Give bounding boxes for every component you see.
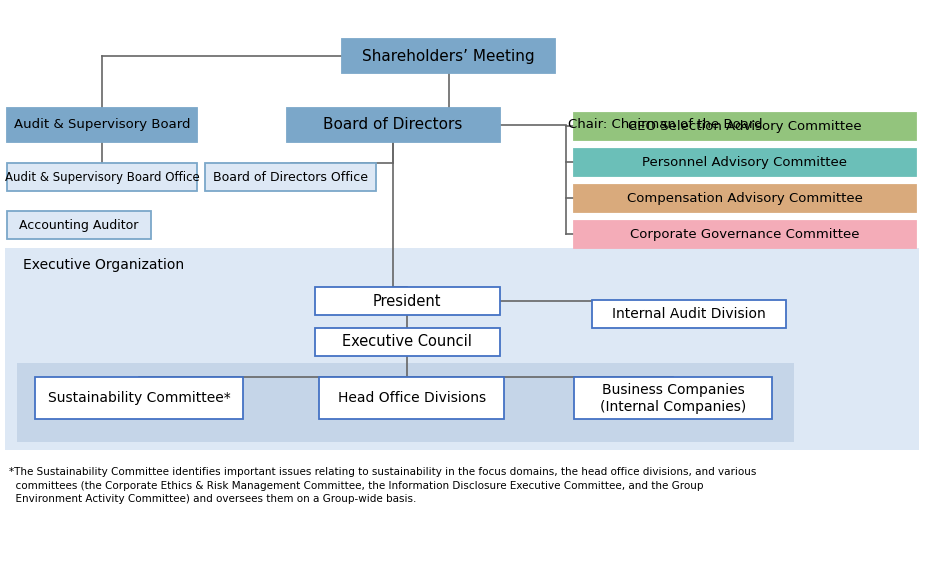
FancyBboxPatch shape bbox=[319, 377, 504, 419]
FancyBboxPatch shape bbox=[314, 287, 500, 315]
Text: Board of Directors: Board of Directors bbox=[324, 118, 462, 132]
FancyBboxPatch shape bbox=[5, 248, 919, 450]
FancyBboxPatch shape bbox=[574, 221, 916, 248]
Text: Sustainability Committee*: Sustainability Committee* bbox=[48, 391, 230, 405]
Text: Board of Directors Office: Board of Directors Office bbox=[214, 171, 368, 184]
Text: Compensation Advisory Committee: Compensation Advisory Committee bbox=[626, 191, 862, 205]
FancyBboxPatch shape bbox=[17, 363, 794, 442]
Text: Personnel Advisory Committee: Personnel Advisory Committee bbox=[642, 155, 847, 169]
Text: Audit & Supervisory Board: Audit & Supervisory Board bbox=[14, 118, 191, 132]
FancyBboxPatch shape bbox=[7, 163, 197, 191]
Text: Audit & Supervisory Board Office: Audit & Supervisory Board Office bbox=[5, 171, 200, 184]
Text: President: President bbox=[373, 294, 441, 309]
Text: Internal Audit Division: Internal Audit Division bbox=[612, 307, 766, 320]
Text: Corporate Governance Committee: Corporate Governance Committee bbox=[630, 227, 859, 241]
Text: Shareholders’ Meeting: Shareholders’ Meeting bbox=[363, 49, 535, 64]
FancyBboxPatch shape bbox=[574, 149, 916, 176]
FancyBboxPatch shape bbox=[574, 377, 772, 419]
FancyBboxPatch shape bbox=[574, 113, 916, 140]
FancyBboxPatch shape bbox=[592, 300, 786, 328]
FancyBboxPatch shape bbox=[205, 163, 376, 191]
FancyBboxPatch shape bbox=[342, 39, 555, 73]
Text: Business Companies
(Internal Companies): Business Companies (Internal Companies) bbox=[599, 383, 746, 414]
Text: *The Sustainability Committee identifies important issues relating to sustainabi: *The Sustainability Committee identifies… bbox=[9, 467, 757, 504]
FancyBboxPatch shape bbox=[35, 377, 243, 419]
Text: CEO Selection Advisory Committee: CEO Selection Advisory Committee bbox=[628, 119, 861, 133]
FancyBboxPatch shape bbox=[314, 328, 500, 356]
Text: Chair: Chairman of the Board: Chair: Chairman of the Board bbox=[568, 118, 762, 132]
FancyBboxPatch shape bbox=[574, 185, 916, 212]
Text: Accounting Auditor: Accounting Auditor bbox=[19, 218, 139, 232]
FancyBboxPatch shape bbox=[7, 108, 197, 142]
FancyBboxPatch shape bbox=[7, 211, 151, 239]
FancyBboxPatch shape bbox=[287, 108, 500, 142]
Text: Executive Council: Executive Council bbox=[342, 334, 472, 349]
Text: Head Office Divisions: Head Office Divisions bbox=[338, 391, 486, 405]
Text: Executive Organization: Executive Organization bbox=[23, 258, 184, 271]
